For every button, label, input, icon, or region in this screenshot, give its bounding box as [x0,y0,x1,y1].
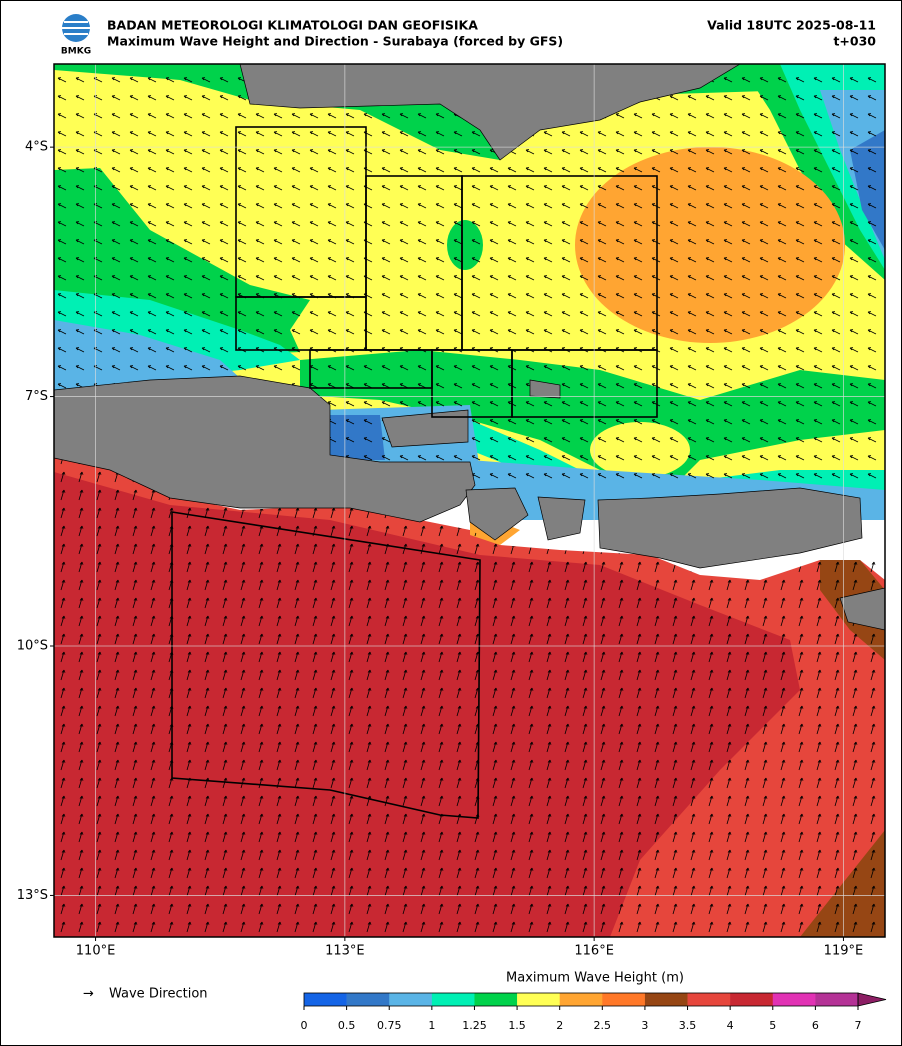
colorbar-segment [431,993,475,1006]
valid-time: Valid 18UTC 2025-08-11 [707,18,876,33]
x-tick-label: 110°E [76,944,116,959]
colorbar-segment [346,993,390,1006]
colorbar-frame [303,992,859,1007]
colorbar-tick-label: 0.5 [338,1019,356,1032]
agency: BADAN METEOROLOGI KLIMATOLOGI DAN GEOFIS… [107,18,478,33]
colorbar-tick-label: 2 [556,1019,563,1032]
colorbar-tick-label: 2.5 [594,1019,612,1032]
colorbar-segment [644,993,688,1006]
colorbar-tick-label: 7 [855,1019,862,1032]
map-frame [53,63,886,938]
y-tick-label: 10°S [17,639,48,654]
legend-arrow: → [83,987,94,1002]
colorbar-tick-label: 1.5 [508,1019,526,1032]
colorbar-segment [389,993,433,1006]
colorbar-tick-label: 0 [301,1019,308,1032]
x-tick-label: 113°E [325,944,365,959]
colorbar-tick-label: 4 [727,1019,734,1032]
y-tick-label: 4°S [25,140,48,155]
colorbar-segment [559,993,603,1006]
colorbar-segment [304,993,347,1006]
colorbar-tick-label: 1.25 [462,1019,487,1032]
x-tick-label: 119°E [824,944,864,959]
colorbar-segment [474,993,518,1006]
legend-label: Wave Direction [109,987,208,1002]
colorbar-extend [857,992,887,1007]
y-tick-label: 7°S [25,389,48,404]
lead-time: t+030 [833,34,876,49]
colorbar-tick-label: 0.75 [377,1019,402,1032]
colorbar-segment [517,993,560,1006]
colorbar-segment [687,993,731,1006]
colorbar-title: Maximum Wave Height (m) [506,971,684,986]
map-title: Maximum Wave Height and Direction - Sura… [107,34,563,49]
x-tick-label: 116°E [574,944,614,959]
logo: BMKG [61,14,91,57]
colorbar-segment [730,993,774,1006]
colorbar-tick-label: 5 [769,1019,776,1032]
map [54,64,885,937]
colorbar-tick-label: 3.5 [679,1019,697,1032]
colorbar-segment [602,993,646,1006]
logo-text: BMKG [61,47,91,57]
colorbar-segment [815,993,859,1006]
colorbar-tick-label: 6 [812,1019,819,1032]
colorbar-tick-label: 1 [428,1019,435,1032]
y-tick-label: 13°S [17,888,48,903]
colorbar-tick-label: 3 [641,1019,648,1032]
colorbar-segment [772,993,816,1006]
